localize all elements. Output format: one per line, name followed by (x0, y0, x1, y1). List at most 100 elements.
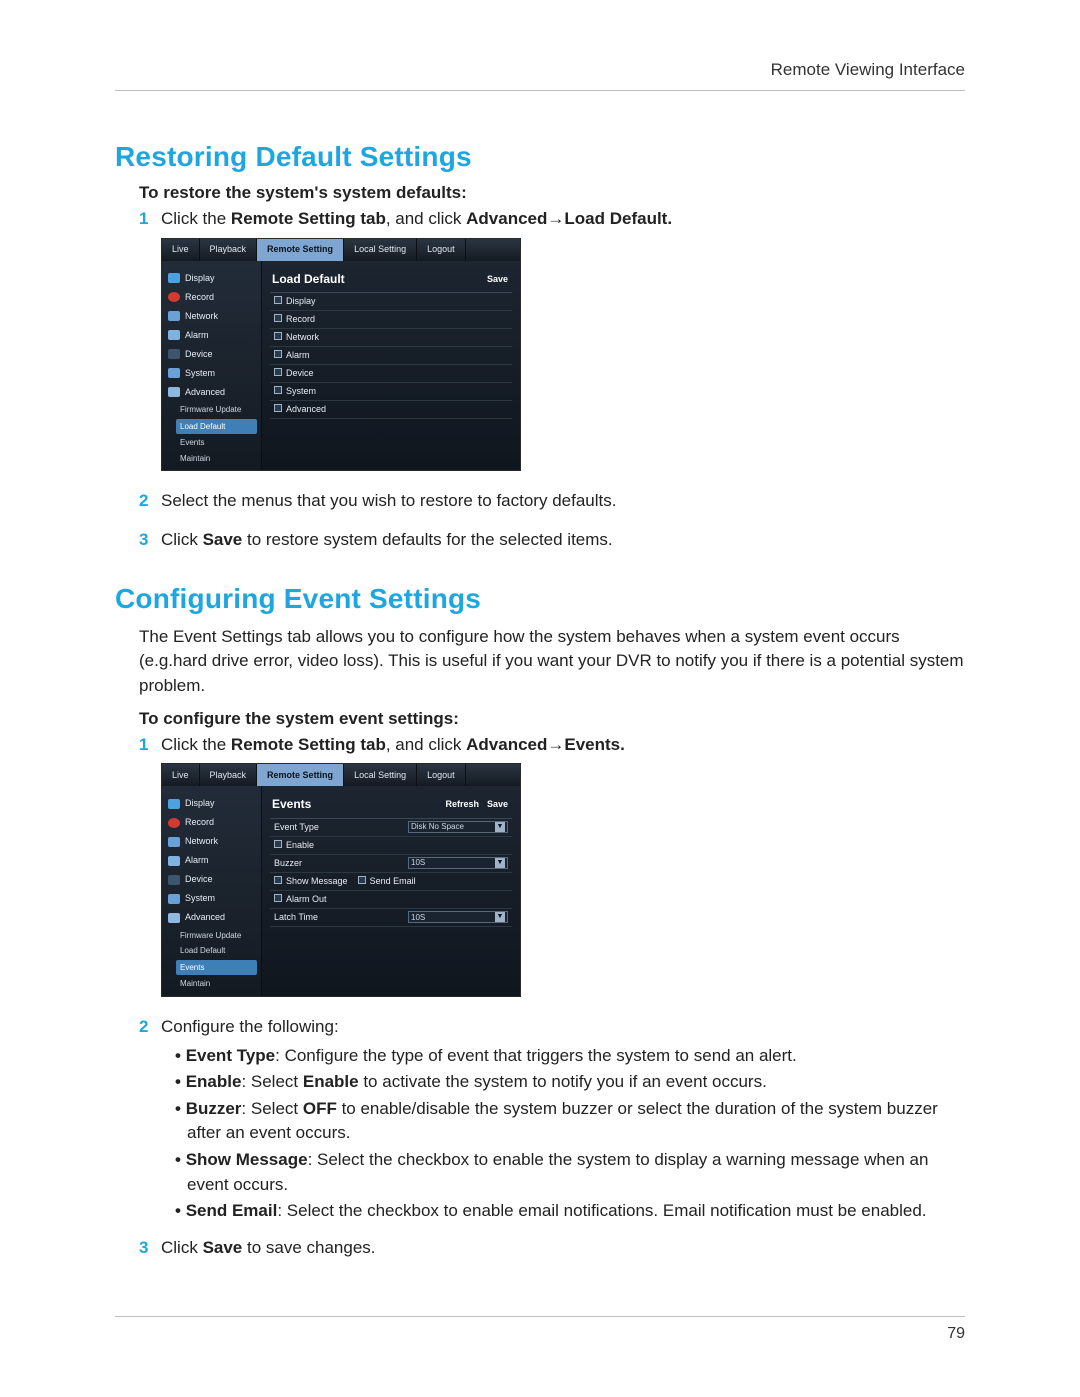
section1-subtitle: To restore the system's system defaults: (139, 183, 965, 203)
display-icon (168, 799, 180, 809)
sidebar-sub[interactable]: Firmware Update (162, 402, 261, 418)
sidebar-item[interactable]: Device (162, 345, 261, 364)
network-icon (168, 837, 180, 847)
sidebar-sub[interactable]: Firmware Update (162, 928, 261, 944)
shot2-tab-active[interactable]: Remote Setting (257, 764, 344, 786)
refresh-button[interactable]: Refresh (445, 798, 479, 811)
panel-row[interactable]: Record (270, 311, 512, 329)
shot2-tab[interactable]: Playback (200, 764, 258, 786)
s1-step1: Click the Remote Setting tab, and click … (161, 207, 965, 232)
panel-row[interactable]: Show Message Send Email (270, 873, 512, 891)
section2-intro: The Event Settings tab allows you to con… (139, 625, 965, 699)
panel-row[interactable]: Device (270, 365, 512, 383)
shot1-sidebar: Display Record Network Alarm Device Syst… (162, 261, 262, 471)
sidebar-item[interactable]: Network (162, 307, 261, 326)
system-icon (168, 894, 180, 904)
panel-row: Event Type Disk No Space▼ (270, 819, 512, 837)
s2-step3: Click Save to save changes. (161, 1236, 965, 1261)
panel-row[interactable]: Enable (270, 837, 512, 855)
latch-time-select[interactable]: 10S▼ (408, 911, 508, 923)
sidebar-item[interactable]: Network (162, 832, 261, 851)
chevron-down-icon: ▼ (495, 822, 505, 832)
section2-subtitle: To configure the system event settings: (139, 709, 965, 729)
save-button[interactable]: Save (487, 798, 508, 811)
shot2-sidebar: Display Record Network Alarm Device Syst… (162, 786, 262, 996)
sidebar-item[interactable]: Alarm (162, 851, 261, 870)
shot2-tab[interactable]: Local Setting (344, 764, 417, 786)
panel-row[interactable]: Display (270, 293, 512, 311)
buzzer-select[interactable]: 10S▼ (408, 857, 508, 869)
sidebar-item[interactable]: Display (162, 794, 261, 813)
sidebar-item[interactable]: Record (162, 288, 261, 307)
advanced-icon (168, 387, 180, 397)
s2-step-num-2: 2 (139, 1015, 161, 1040)
save-button[interactable]: Save (487, 273, 508, 286)
step-num-3: 3 (139, 528, 161, 553)
checkbox-icon[interactable] (358, 876, 366, 884)
header-right: Remote Viewing Interface (115, 60, 965, 80)
display-icon (168, 273, 180, 283)
sidebar-sub[interactable]: Maintain (162, 451, 261, 467)
alarm-icon (168, 856, 180, 866)
step-num-1: 1 (139, 207, 161, 232)
panel-row[interactable]: Alarm Out (270, 891, 512, 909)
network-icon (168, 311, 180, 321)
checkbox-icon[interactable] (274, 350, 282, 358)
panel-row[interactable]: Network (270, 329, 512, 347)
panel-title: Events Refresh Save (270, 794, 512, 818)
sidebar-item[interactable]: Advanced (162, 383, 261, 402)
checkbox-icon[interactable] (274, 386, 282, 394)
chevron-down-icon: ▼ (495, 858, 505, 868)
shot1-tabs: Live Playback Remote Setting Local Setti… (162, 239, 520, 261)
sidebar-item[interactable]: Advanced (162, 908, 261, 927)
alarm-icon (168, 330, 180, 340)
sidebar-item[interactable]: Alarm (162, 326, 261, 345)
panel-row[interactable]: Alarm (270, 347, 512, 365)
bottom-rule (115, 1316, 965, 1317)
shot2-tab[interactable]: Live (162, 764, 200, 786)
sidebar-sub-active[interactable]: Load Default (176, 419, 257, 435)
shot1-main: Load Default Save Display Record Network… (262, 261, 520, 471)
device-icon (168, 875, 180, 885)
bullet: Enable: Select Enable to activate the sy… (175, 1070, 965, 1095)
checkbox-icon[interactable] (274, 314, 282, 322)
bullet: Buzzer: Select OFF to enable/disable the… (175, 1097, 965, 1146)
shot1-tab-active[interactable]: Remote Setting (257, 239, 344, 261)
chevron-down-icon: ▼ (495, 912, 505, 922)
checkbox-icon[interactable] (274, 894, 282, 902)
sidebar-sub[interactable]: Events (162, 435, 261, 451)
panel-row[interactable]: System (270, 383, 512, 401)
s2-step2: Configure the following: (161, 1015, 965, 1040)
s2-step1: Click the Remote Setting tab, and click … (161, 733, 965, 758)
event-type-select[interactable]: Disk No Space▼ (408, 821, 508, 833)
sidebar-item[interactable]: Record (162, 813, 261, 832)
record-icon (168, 292, 180, 302)
shot1-tab[interactable]: Local Setting (344, 239, 417, 261)
panel-row[interactable]: Advanced (270, 401, 512, 419)
sidebar-item[interactable]: Device (162, 870, 261, 889)
record-icon (168, 818, 180, 828)
sidebar-item[interactable]: System (162, 364, 261, 383)
panel-row: Buzzer 10S▼ (270, 855, 512, 873)
checkbox-icon[interactable] (274, 876, 282, 884)
s2-step-num-1: 1 (139, 733, 161, 758)
system-icon (168, 368, 180, 378)
section1-title: Restoring Default Settings (115, 141, 965, 173)
shot1-tab[interactable]: Playback (200, 239, 258, 261)
shot2-tab[interactable]: Logout (417, 764, 466, 786)
device-icon (168, 349, 180, 359)
sidebar-item[interactable]: Display (162, 269, 261, 288)
sidebar-item[interactable]: System (162, 889, 261, 908)
shot1-tab[interactable]: Live (162, 239, 200, 261)
sidebar-sub[interactable]: Load Default (162, 943, 261, 959)
checkbox-icon[interactable] (274, 332, 282, 340)
checkbox-icon[interactable] (274, 840, 282, 848)
section2-title: Configuring Event Settings (115, 583, 965, 615)
sidebar-sub[interactable]: Maintain (162, 976, 261, 992)
checkbox-icon[interactable] (274, 368, 282, 376)
page-number: 79 (115, 1325, 965, 1343)
shot1-tab[interactable]: Logout (417, 239, 466, 261)
sidebar-sub-active[interactable]: Events (176, 960, 257, 976)
checkbox-icon[interactable] (274, 296, 282, 304)
checkbox-icon[interactable] (274, 404, 282, 412)
